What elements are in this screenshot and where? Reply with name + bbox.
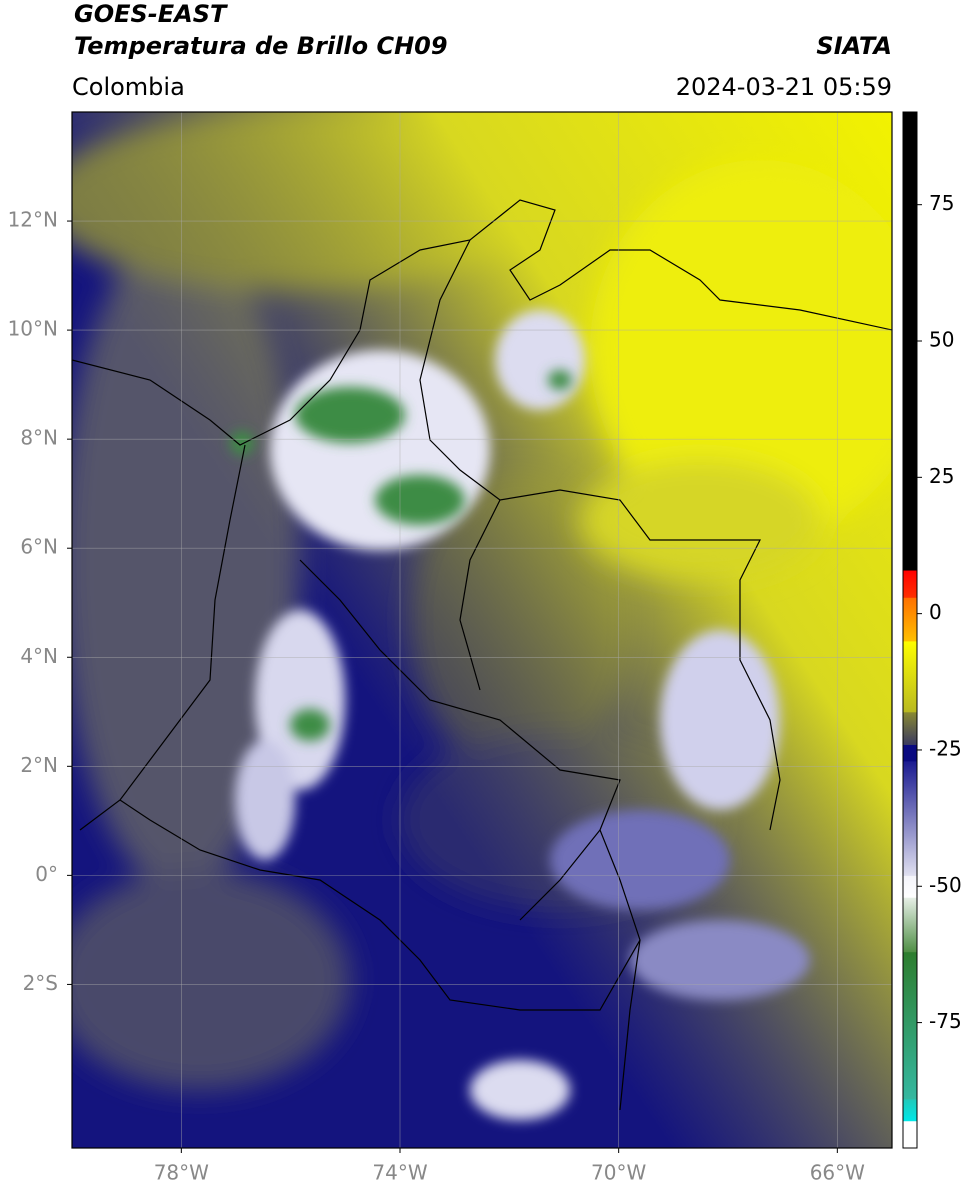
colorbar-tick-label: 25 <box>929 464 954 488</box>
grid <box>67 112 892 1153</box>
y-tick-label: 4°N <box>20 644 58 668</box>
satellite-image <box>72 112 892 1148</box>
colorbar-segment <box>903 711 917 746</box>
subtitle: Temperatura de Brillo CH09 <box>74 32 448 60</box>
borders <box>72 199 892 1111</box>
colorbar-segment <box>903 597 917 642</box>
colorbar-tick-label: 0 <box>929 600 942 624</box>
x-tick-label: 70°W <box>591 1161 646 1185</box>
colorbar-tick-label: 75 <box>929 191 954 215</box>
colorbar-segment <box>903 897 917 953</box>
y-tick-label: 6°N <box>20 535 58 559</box>
colorbar-segment <box>903 1098 917 1122</box>
x-tick-label: 66°W <box>810 1161 865 1185</box>
y-tick-label: 2°S <box>23 971 58 995</box>
colorbar-frame <box>902 111 918 1149</box>
colorbar-segment <box>903 744 917 762</box>
y-tick-label: 8°N <box>20 426 58 450</box>
x-tick-label: 78°W <box>154 1161 209 1185</box>
y-tick-label: 0° <box>35 862 58 886</box>
colorbar <box>903 112 922 1149</box>
colorbar-segment <box>903 112 917 571</box>
colorbar-tick-label: -75 <box>929 1009 962 1033</box>
colorbar-segment <box>903 951 917 1100</box>
y-tick-label: 10°N <box>8 317 58 341</box>
source: SIATA <box>816 32 892 60</box>
colorbar-tick-label: -50 <box>929 873 962 897</box>
timestamp: 2024-03-21 05:59 <box>676 73 892 101</box>
colorbar-segment <box>903 1120 917 1149</box>
x-tick-label: 74°W <box>372 1161 427 1185</box>
title: GOES-EAST <box>74 0 228 28</box>
colorbar-segment <box>903 760 917 876</box>
y-tick-label: 12°N <box>8 208 58 232</box>
map-frame <box>71 111 893 1149</box>
y-tick-label: 2°N <box>20 753 58 777</box>
colorbar-segment <box>903 875 917 898</box>
colorbar-segment <box>903 570 917 598</box>
colorbar-tick-label: 50 <box>929 328 954 352</box>
colorbar-segment <box>903 640 917 713</box>
region: Colombia <box>72 73 185 101</box>
colorbar-tick-label: -25 <box>929 736 962 760</box>
